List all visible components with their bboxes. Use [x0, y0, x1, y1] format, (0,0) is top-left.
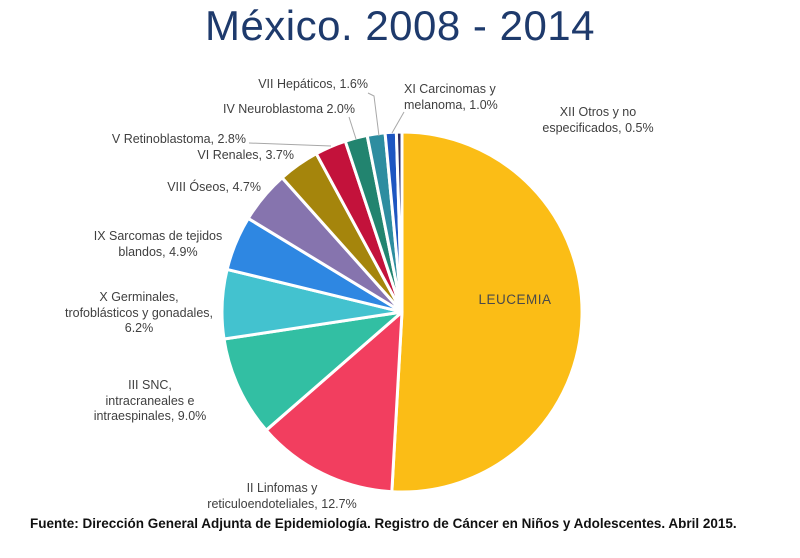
- slice-label-xi-carcinomas: XI Carcinomas y melanoma, 1.0%: [404, 82, 498, 112]
- pie-slice-3-iii-snc-intracraneales-e-intraespinales: [222, 310, 404, 432]
- slice-label-ix-sarcomas: IX Sarcomas de tejidos blandos, 4.9%: [93, 229, 223, 259]
- source-note: Fuente: Dirección General Adjunta de Epi…: [30, 516, 737, 531]
- slice-label-xii-otros: XII Otros y no especificados, 0.5%: [542, 105, 654, 135]
- pie-slice-12-xii-otros-y-no-especificados: [394, 130, 404, 314]
- slice-label-v-retinoblastoma: V Retinoblastoma, 2.8%: [111, 132, 246, 146]
- leader-lines: [248, 92, 405, 147]
- slice-label-vi-renales: VI Renales, 3.7%: [197, 148, 294, 162]
- slice-label-x-germinales: X Germinales, trofoblásticos y gonadales…: [64, 290, 213, 335]
- leader-line-vii-hepaticos: [367, 92, 380, 137]
- slice-label-viii-oseos: VIII Óseos, 4.7%: [167, 180, 261, 194]
- leader-line-xi-carcinomas: [391, 111, 405, 134]
- pie-slice-1-i-leucemia: [390, 130, 584, 494]
- slice-label-vii-hepaticos: VII Hepáticos, 1.6%: [258, 77, 368, 91]
- slice-label-ii-linfomas: II Linfomas y reticuloendoteliales, 12.7…: [207, 481, 357, 511]
- leader-line-v-retinoblastoma: [248, 142, 332, 147]
- pie-slice-2-ii-linfomas-y-reticuloendoteliales: [264, 310, 404, 494]
- chart-title: México. 2008 - 2014: [204, 2, 596, 49]
- slice-label-leucemia: LEUCEMIA: [478, 292, 552, 307]
- slice-label-iv-neuroblastoma: IV Neuroblastoma 2.0%: [222, 102, 355, 116]
- slice-label-iii-snc: III SNC, intracraneales e intraespinales…: [93, 378, 207, 423]
- leader-line-iv-neuroblastoma: [348, 116, 357, 140]
- pie-slices-group: [220, 130, 584, 494]
